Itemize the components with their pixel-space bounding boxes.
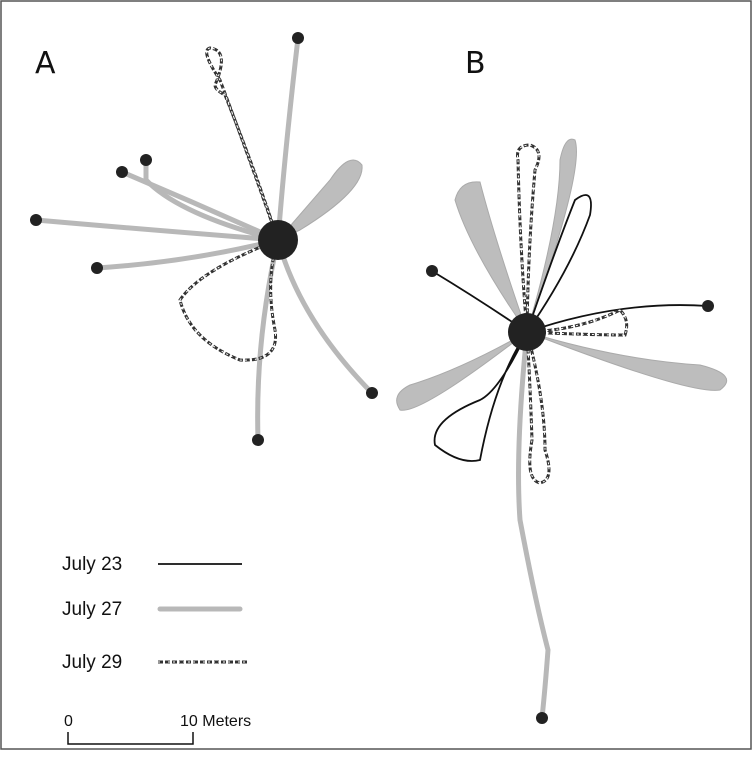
petal bbox=[526, 138, 577, 333]
track bbox=[517, 144, 628, 484]
track bbox=[433, 331, 528, 462]
track bbox=[33, 217, 281, 243]
scale-bar: 0 10 Meters bbox=[64, 713, 251, 745]
endpoint bbox=[702, 300, 714, 312]
panel-a: A bbox=[30, 32, 378, 446]
track bbox=[94, 237, 281, 271]
petal bbox=[454, 181, 528, 333]
panel-b: B bbox=[396, 46, 728, 724]
scale-label: 10 Meters bbox=[180, 713, 251, 730]
panel-label: A bbox=[35, 46, 56, 81]
petal bbox=[396, 331, 528, 411]
scale-label: 0 bbox=[64, 713, 73, 730]
endpoint bbox=[116, 166, 128, 178]
nest bbox=[258, 220, 298, 260]
track bbox=[526, 194, 592, 333]
endpoint bbox=[536, 712, 548, 724]
petal bbox=[526, 331, 728, 391]
scale-line bbox=[67, 732, 194, 745]
petal bbox=[277, 159, 363, 241]
legend-label: July 27 bbox=[62, 599, 122, 620]
legend-label: July 29 bbox=[62, 652, 122, 673]
endpoint bbox=[30, 214, 42, 226]
endpoint bbox=[426, 265, 438, 277]
track bbox=[275, 35, 301, 243]
endpoint bbox=[140, 154, 152, 166]
endpoint bbox=[292, 32, 304, 44]
nest bbox=[508, 313, 546, 351]
legend: July 23 July 27 July 29 bbox=[62, 554, 248, 673]
track bbox=[179, 47, 279, 361]
endpoint bbox=[366, 387, 378, 399]
panel-label: B bbox=[465, 46, 486, 81]
legend-label: July 23 bbox=[62, 554, 122, 575]
track bbox=[119, 169, 281, 243]
endpoint bbox=[252, 434, 264, 446]
track bbox=[516, 329, 551, 721]
endpoint bbox=[91, 262, 103, 274]
